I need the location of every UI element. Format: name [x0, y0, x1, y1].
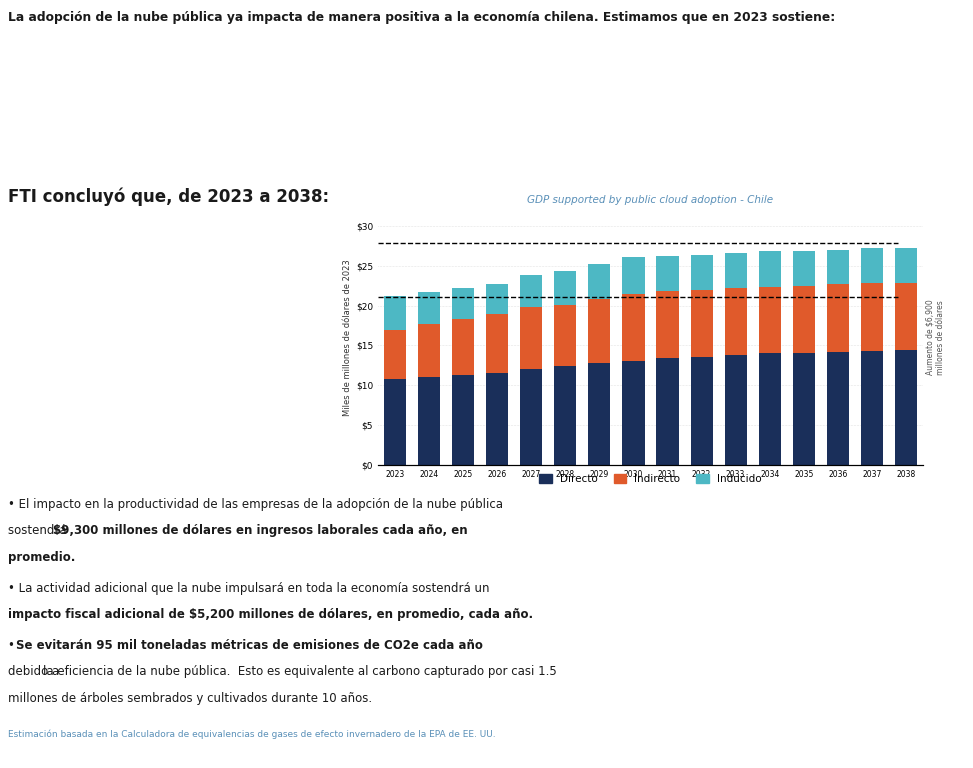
Text: durante el período analizado.: durante el período analizado. [636, 582, 832, 595]
Bar [827, 250, 848, 284]
Bar [759, 286, 780, 353]
Bar [793, 251, 814, 286]
Bar [452, 319, 474, 375]
Bar [895, 248, 917, 283]
Text: • La actividad adicional que la nube impulsará en toda la economía sostendrá un: • La actividad adicional que la nube imp… [8, 581, 489, 594]
Bar [521, 307, 542, 369]
Text: $38,900 millones
de dólares en
producción
económica: $38,900 millones de dólares en producció… [228, 71, 355, 138]
Y-axis label: Aumento de $6,900
millones de dólares: Aumento de $6,900 millones de dólares [925, 300, 945, 376]
Bar [691, 356, 712, 465]
Bar [452, 375, 474, 465]
Text: 695 mil
empleos: 695 mil empleos [67, 89, 130, 120]
Bar [657, 257, 678, 291]
Y-axis label: Miles de millones de dólares de 2023: Miles de millones de dólares de 2023 [342, 259, 351, 416]
Bar [759, 251, 780, 286]
Bar [521, 369, 542, 465]
Text: pasará de 696 mil en 2023 a 943 mil en: pasará de 696 mil en 2023 a 943 mil en [636, 654, 903, 667]
Text: la eficiencia de la nube pública.  Esto es equivalente al carbono capturado por : la eficiencia de la nube pública. Esto e… [43, 665, 557, 678]
Text: $4,300 millones
de dólares en
ingresos fiscales: $4,300 millones de dólares en ingresos f… [421, 80, 547, 129]
Title: GDP supported by public cloud adoption - Chile: GDP supported by public cloud adoption -… [527, 195, 774, 205]
Bar [555, 305, 576, 366]
Text: De 2023 a 2038, la adopción de
la nube en Chile sostendrá, en
promedio, $25,300 : De 2023 a 2038, la adopción de la nube e… [28, 226, 229, 302]
Bar [895, 350, 917, 465]
Bar [452, 288, 474, 319]
Bar [418, 292, 440, 324]
Text: El PIB total de referencia de 2021
en Chile fue de $272,000 millones
de dólares.: El PIB total de referencia de 2021 en Ch… [28, 361, 243, 415]
Text: Estimación basada en la Calculadora de equivalencias de gases de efecto invernad: Estimación basada en la Calculadora de e… [8, 730, 495, 739]
Text: Se evitarán 95 mil toneladas métricas de emisiones de CO2e cada año: Se evitarán 95 mil toneladas métricas de… [17, 639, 484, 652]
Bar [861, 283, 883, 351]
Bar [691, 255, 712, 290]
Bar [623, 293, 644, 361]
Bar [384, 379, 406, 465]
Bar [895, 283, 917, 350]
Legend: Directo, Indirecto, Inducido: Directo, Indirecto, Inducido [535, 470, 766, 488]
Bar [486, 284, 508, 314]
Bar [725, 288, 746, 355]
Text: debido a: debido a [8, 665, 59, 678]
Text: En promedio,: En promedio, [636, 515, 729, 528]
Text: •: • [8, 639, 18, 652]
Bar [725, 253, 746, 288]
Bar [759, 353, 780, 465]
Bar [623, 361, 644, 465]
Bar [861, 351, 883, 465]
Text: millones de árboles sembrados y cultivados durante 10 años.: millones de árboles sembrados y cultivad… [8, 692, 372, 704]
Bar [384, 296, 406, 329]
Bar [793, 353, 814, 465]
Bar [486, 372, 508, 465]
Text: La cantidad de empleos sostenidos: La cantidad de empleos sostenidos [636, 623, 871, 636]
Bar [418, 324, 440, 377]
Text: FTI concluyó que, de 2023 a 2038:: FTI concluyó que, de 2023 a 2038: [8, 187, 329, 207]
Text: La adopción de la nube pública ya impacta de manera positiva a la economía chile: La adopción de la nube pública ya impact… [8, 12, 835, 25]
Text: promedio.: promedio. [8, 551, 75, 564]
Text: impacto fiscal adicional de $5,200 millones de dólares, en promedio, cada año.: impacto fiscal adicional de $5,200 millo… [8, 608, 533, 621]
Bar [521, 276, 542, 307]
Bar [861, 248, 883, 283]
Bar [555, 271, 576, 305]
Text: serán sostenidos por la nube pública: serán sostenidos por la nube pública [636, 551, 882, 564]
Text: 851 mil empleos: 851 mil empleos [751, 515, 875, 528]
Bar [418, 377, 440, 465]
Bar [691, 290, 712, 356]
Bar [657, 358, 678, 465]
Bar [486, 314, 508, 372]
Bar [623, 257, 644, 293]
Bar [589, 264, 610, 300]
Bar [725, 355, 746, 465]
Bar [827, 352, 848, 465]
Bar [384, 329, 406, 379]
Text: • El impacto en la productividad de las empresas de la adopción de la nube públi: • El impacto en la productividad de las … [8, 498, 503, 511]
Bar [555, 366, 576, 465]
Bar [589, 300, 610, 363]
Text: $9,300 millones de dólares en ingresos laborales cada año, en: $9,300 millones de dólares en ingresos l… [53, 525, 467, 538]
Bar [657, 291, 678, 358]
Text: $20,900 millones
dólares
del PIB: $20,900 millones dólares del PIB [614, 80, 741, 129]
Bar [793, 286, 814, 353]
Text: sostendrá: sostendrá [8, 525, 70, 538]
Bar [827, 284, 848, 352]
Text: $7,600 millones
de dólares en
ingresos laborales: $7,600 millones de dólares en ingresos l… [802, 80, 940, 129]
Text: 2038, un aumento de 35%.: 2038, un aumento de 35%. [636, 685, 818, 698]
Bar [589, 363, 610, 465]
